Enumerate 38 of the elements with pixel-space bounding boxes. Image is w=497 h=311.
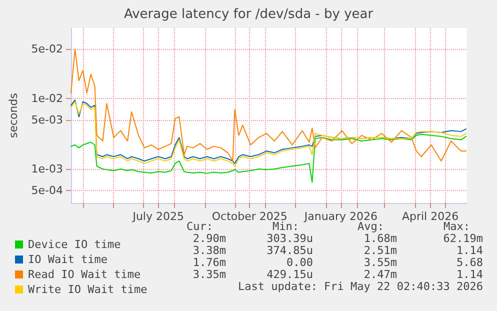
text: 5.68 xyxy=(456,256,484,269)
text: 0.00 xyxy=(286,256,314,269)
chart-title: Average latency for /dev/sda - by year xyxy=(124,7,374,22)
line-series xyxy=(70,48,467,162)
text: 429.15u xyxy=(266,268,313,281)
text: 303.39u xyxy=(266,232,313,245)
text: 2.90m xyxy=(192,232,226,245)
text: 1.76m xyxy=(192,256,226,269)
text: 1.68m xyxy=(364,232,398,245)
legend-label: Write IO Wait time xyxy=(28,283,148,296)
legend-label: Device IO time xyxy=(28,238,121,251)
text: 1.14 xyxy=(456,268,484,281)
text: 3.55m xyxy=(364,256,398,269)
text: Last update: Fri May 22 02:40:33 2026 xyxy=(238,280,484,293)
y-tick-label: 1e-03 xyxy=(31,162,63,176)
x-tick-label: July 2025 xyxy=(132,210,184,223)
y-tick-label: 5e-04 xyxy=(31,184,63,197)
legend-label: Read IO Wait time xyxy=(28,268,141,281)
text: Cur: xyxy=(186,220,214,233)
y-tick-label: 5e-02 xyxy=(31,42,63,56)
text: 1.14 xyxy=(456,244,484,257)
text: Max: xyxy=(444,220,470,233)
line-series xyxy=(70,134,467,183)
text: Min: xyxy=(272,220,300,233)
text: 2.51m xyxy=(364,244,398,257)
text: 3.35m xyxy=(192,268,226,281)
y-tick-label: 1e-02 xyxy=(31,92,63,106)
text: 374.85u xyxy=(266,244,313,257)
text: Avg: xyxy=(358,220,384,233)
y-axis-title: seconds xyxy=(7,92,20,138)
legend-label: IO Wait time xyxy=(28,253,108,266)
text: 3.38m xyxy=(192,244,226,257)
y-tick-label: 5e-03 xyxy=(31,113,63,126)
x-tick-label: October 2025 xyxy=(212,210,288,223)
x-tick-label: January 2026 xyxy=(303,210,378,223)
text: 62.19m xyxy=(443,232,484,245)
x-tick-label: April 2026 xyxy=(402,210,459,223)
text: 2.47m xyxy=(364,268,398,281)
